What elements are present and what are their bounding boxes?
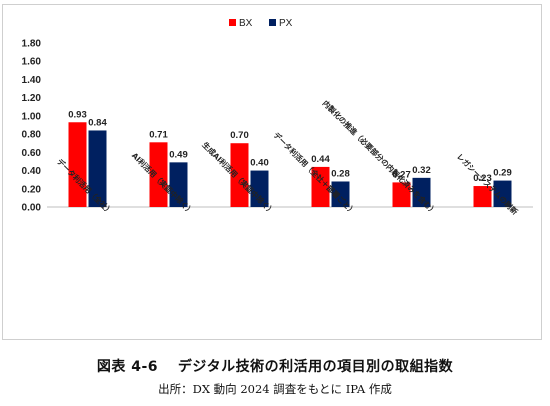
bar-px [169, 162, 188, 207]
data-label-bx: 0.70 [230, 130, 249, 141]
data-label-px: 0.29 [493, 168, 512, 179]
data-label-bx: 0.93 [68, 109, 87, 120]
data-label-bx: 0.44 [311, 154, 330, 165]
data-label-px: 0.49 [169, 149, 188, 160]
data-label-bx: 0.23 [473, 173, 492, 184]
bar-px [493, 180, 512, 207]
y-tick-label: 1.80 [22, 39, 42, 50]
bar-bx [311, 166, 330, 207]
chart-area: 0.00 0.20 0.40 0.60 0.80 1.00 1.20 1.40 1.60 1.80… [2, 4, 542, 340]
bar-bx [149, 142, 168, 207]
y-tick-label: 0.80 [22, 130, 42, 141]
bar-px [331, 181, 350, 207]
bar-bx [473, 186, 492, 207]
bar-bx [68, 122, 87, 207]
y-tick-label: 0.60 [22, 148, 42, 159]
bar-bx [392, 182, 411, 207]
bar-px [250, 170, 269, 207]
data-label-bx: 0.71 [149, 129, 168, 140]
bar-px [88, 130, 107, 207]
figure-caption: 図表 4-6 デジタル技術の利活用の項目別の取組指数 [96, 359, 454, 375]
data-label-px: 0.32 [412, 165, 431, 176]
y-tick-label: 1.00 [22, 111, 42, 122]
bar-bx [230, 143, 249, 207]
y-tick-label: 0.40 [22, 166, 42, 177]
legend-label-bx: BX [239, 18, 253, 29]
y-tick-label: 0.00 [22, 203, 42, 214]
bar-chart: 0.00 0.20 0.40 0.60 0.80 1.00 1.20 1.40 1.60 1.80… [22, 18, 533, 217]
figure-source: 出所：DX 動向 2024 調査をもとに IPA 作成 [158, 382, 392, 396]
legend-swatch-bx [229, 19, 236, 26]
legend-swatch-px [269, 19, 276, 26]
y-tick-label: 1.40 [22, 75, 42, 86]
y-tick-label: 1.20 [22, 93, 42, 104]
data-label-bx: 0.27 [392, 169, 411, 180]
bar-px [412, 177, 431, 207]
y-tick-label: 0.20 [22, 184, 42, 195]
data-label-px: 0.28 [331, 168, 350, 179]
data-label-px: 0.40 [250, 158, 269, 169]
legend-label-px: PX [279, 18, 293, 29]
data-label-px: 0.84 [88, 117, 107, 128]
y-tick-label: 1.60 [22, 57, 42, 68]
